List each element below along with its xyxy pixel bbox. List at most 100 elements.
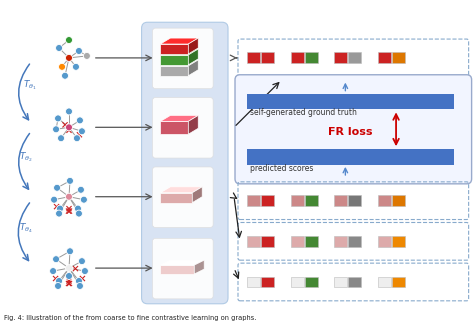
Bar	[392, 195, 405, 206]
Polygon shape	[161, 38, 198, 44]
Bar	[247, 52, 260, 63]
Polygon shape	[161, 121, 188, 134]
Polygon shape	[161, 260, 204, 265]
Bar	[348, 195, 361, 206]
Polygon shape	[161, 193, 192, 203]
Polygon shape	[194, 260, 204, 274]
Bar	[247, 149, 454, 165]
Bar	[335, 195, 347, 206]
Bar	[247, 94, 454, 110]
FancyBboxPatch shape	[153, 97, 213, 158]
Bar	[305, 277, 318, 287]
Bar	[305, 236, 318, 247]
Circle shape	[78, 128, 85, 135]
Circle shape	[66, 177, 73, 184]
Bar	[247, 195, 260, 206]
Circle shape	[65, 54, 73, 61]
Bar	[335, 277, 347, 287]
Bar	[348, 236, 361, 247]
Circle shape	[65, 265, 73, 272]
Bar	[378, 52, 391, 63]
Bar	[378, 195, 391, 206]
Polygon shape	[161, 44, 188, 54]
Circle shape	[74, 205, 82, 212]
Polygon shape	[188, 49, 198, 65]
Polygon shape	[161, 265, 194, 274]
FancyBboxPatch shape	[235, 75, 472, 184]
Circle shape	[73, 135, 81, 142]
Bar	[392, 236, 405, 247]
Circle shape	[55, 115, 62, 122]
Circle shape	[65, 273, 73, 280]
Circle shape	[65, 108, 73, 115]
Bar	[261, 277, 274, 287]
FancyBboxPatch shape	[153, 28, 213, 89]
Circle shape	[83, 52, 91, 60]
Bar	[261, 52, 274, 63]
Bar	[348, 277, 361, 287]
Circle shape	[54, 184, 61, 191]
Text: $T_{\theta_4}$: $T_{\theta_4}$	[19, 221, 33, 235]
Polygon shape	[192, 187, 202, 203]
Bar	[378, 277, 391, 287]
Circle shape	[81, 196, 87, 203]
FancyBboxPatch shape	[142, 22, 228, 304]
FancyBboxPatch shape	[153, 167, 213, 228]
Circle shape	[78, 258, 85, 265]
Bar	[392, 52, 405, 63]
Circle shape	[62, 72, 69, 79]
Circle shape	[65, 37, 73, 43]
Polygon shape	[161, 66, 188, 76]
FancyBboxPatch shape	[153, 238, 213, 299]
Circle shape	[76, 283, 83, 289]
Bar	[305, 195, 318, 206]
Bar	[261, 195, 274, 206]
Circle shape	[53, 256, 60, 263]
Circle shape	[77, 186, 84, 193]
Bar	[291, 52, 304, 63]
Circle shape	[75, 210, 82, 217]
Circle shape	[73, 63, 80, 70]
Text: predicted scores: predicted scores	[250, 164, 313, 173]
Circle shape	[82, 267, 88, 275]
Circle shape	[51, 196, 57, 203]
Bar	[305, 52, 318, 63]
Text: $T_{\theta_2}$: $T_{\theta_2}$	[19, 150, 33, 164]
Bar	[261, 236, 274, 247]
Circle shape	[55, 44, 63, 51]
Bar	[335, 236, 347, 247]
Circle shape	[75, 47, 82, 54]
Bar	[291, 195, 304, 206]
Circle shape	[65, 124, 73, 131]
Circle shape	[59, 63, 65, 70]
Circle shape	[55, 210, 63, 217]
Circle shape	[57, 135, 64, 142]
Circle shape	[50, 267, 56, 275]
Circle shape	[53, 126, 60, 133]
Circle shape	[66, 248, 73, 255]
Bar	[335, 52, 347, 63]
Circle shape	[76, 117, 83, 124]
Circle shape	[75, 278, 82, 284]
Text: Fig. 4: Illustration of the from coarse to fine contrastive learning on graphs.: Fig. 4: Illustration of the from coarse …	[4, 315, 257, 321]
Polygon shape	[161, 60, 198, 66]
Polygon shape	[188, 115, 198, 134]
Text: self-generated ground truth: self-generated ground truth	[250, 109, 357, 117]
Bar	[291, 236, 304, 247]
Polygon shape	[161, 187, 202, 193]
Bar	[247, 236, 260, 247]
Circle shape	[65, 193, 73, 200]
Bar	[378, 236, 391, 247]
Text: $T_{\theta_1}$: $T_{\theta_1}$	[23, 79, 37, 92]
Polygon shape	[188, 38, 198, 54]
Polygon shape	[161, 55, 188, 65]
Polygon shape	[188, 60, 198, 76]
Circle shape	[55, 278, 63, 284]
Circle shape	[55, 283, 62, 289]
Bar	[392, 277, 405, 287]
Bar	[348, 52, 361, 63]
Bar	[291, 277, 304, 287]
Circle shape	[56, 205, 64, 212]
Bar	[247, 277, 260, 287]
Polygon shape	[161, 49, 198, 55]
